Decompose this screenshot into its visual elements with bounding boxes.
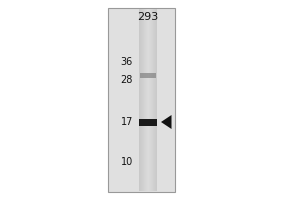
Text: 10: 10 [121,157,133,167]
Bar [149,9,150,191]
Bar [139,9,140,191]
Text: 293: 293 [137,12,159,22]
Bar [140,9,141,191]
Text: 17: 17 [121,117,133,127]
Bar [150,9,151,191]
Bar [108,8,175,192]
Text: 28: 28 [121,75,133,85]
Polygon shape [161,115,172,129]
Bar [141,9,142,191]
Bar [146,9,147,191]
Bar [143,9,144,191]
Bar [155,9,156,191]
Bar [145,9,146,191]
Bar [152,9,153,191]
Bar [147,9,148,191]
Bar [144,9,145,191]
Bar [156,9,157,191]
Bar [148,9,149,191]
Bar [139,118,157,126]
Bar [142,9,143,191]
Bar [153,9,154,191]
Bar [154,9,155,191]
Text: 36: 36 [121,57,133,67]
Bar [151,9,152,191]
Bar [140,72,156,77]
